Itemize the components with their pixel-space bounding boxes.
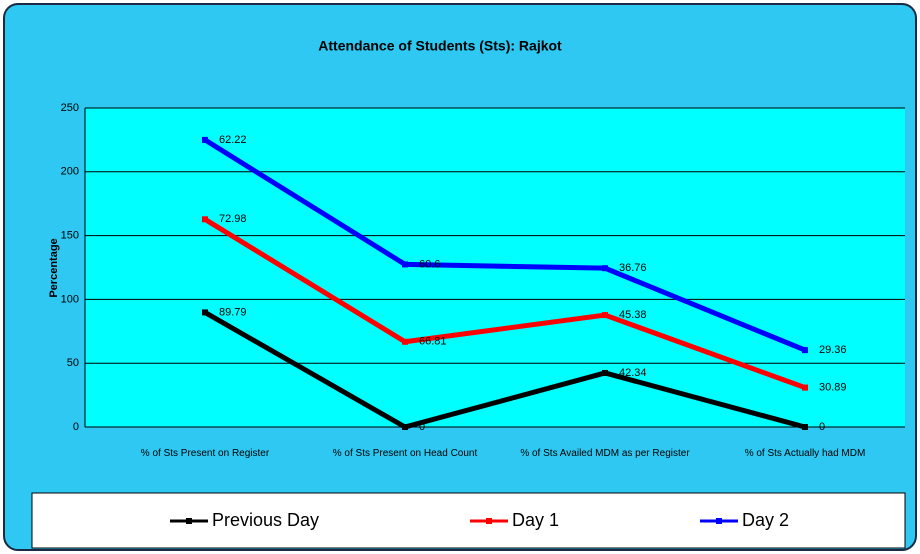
data-label: 60.6 xyxy=(419,258,440,270)
point-marker xyxy=(802,424,808,430)
legend-label: Day 2 xyxy=(742,510,789,530)
legend-marker xyxy=(186,518,192,524)
x-tick-label: % of Sts Present on Register xyxy=(140,448,270,459)
chart-title: Attendance of Students (Sts): Rajkot xyxy=(318,38,562,54)
point-marker xyxy=(802,347,808,354)
point-marker xyxy=(202,136,208,143)
data-label: 72.98 xyxy=(219,213,247,225)
point-marker xyxy=(402,424,408,430)
point-marker xyxy=(402,338,408,345)
point-marker xyxy=(402,261,408,268)
series-line xyxy=(203,310,806,430)
data-label: 30.89 xyxy=(819,381,847,393)
y-tick-label: 0 xyxy=(73,421,79,433)
x-tick-label: % of Sts Actually had MDM xyxy=(744,448,866,459)
legend-label: Day 1 xyxy=(512,510,559,530)
point-marker xyxy=(602,265,608,272)
legend-marker xyxy=(716,518,722,524)
data-label: 0 xyxy=(419,421,425,433)
data-label: 42.34 xyxy=(619,367,647,379)
y-tick-label: 250 xyxy=(61,102,79,114)
legend-marker xyxy=(486,518,492,524)
y-tick-label: 200 xyxy=(61,166,79,178)
data-label: 45.38 xyxy=(619,309,647,321)
y-tick-label: 100 xyxy=(61,293,79,305)
data-label: 62.22 xyxy=(219,134,247,146)
y-tick-label: 150 xyxy=(61,230,79,242)
x-tick-label: % of Sts Availed MDM as per Register xyxy=(520,448,690,459)
point-marker xyxy=(202,309,208,316)
data-label: 36.76 xyxy=(619,262,647,274)
data-label: 89.79 xyxy=(219,306,247,318)
point-marker xyxy=(802,384,808,391)
x-tick-label: % of Sts Present on Head Count xyxy=(332,448,478,459)
series-line xyxy=(203,217,806,390)
y-tick-label: 50 xyxy=(67,357,79,369)
point-marker xyxy=(602,369,608,376)
point-marker xyxy=(602,312,608,319)
series-line xyxy=(203,137,806,353)
data-label: 29.36 xyxy=(819,344,847,356)
point-marker xyxy=(202,216,208,223)
data-label: 66.81 xyxy=(419,336,447,348)
data-label: 0 xyxy=(819,421,825,433)
y-axis-title: Percentage xyxy=(48,238,60,297)
legend-label: Previous Day xyxy=(212,510,319,530)
